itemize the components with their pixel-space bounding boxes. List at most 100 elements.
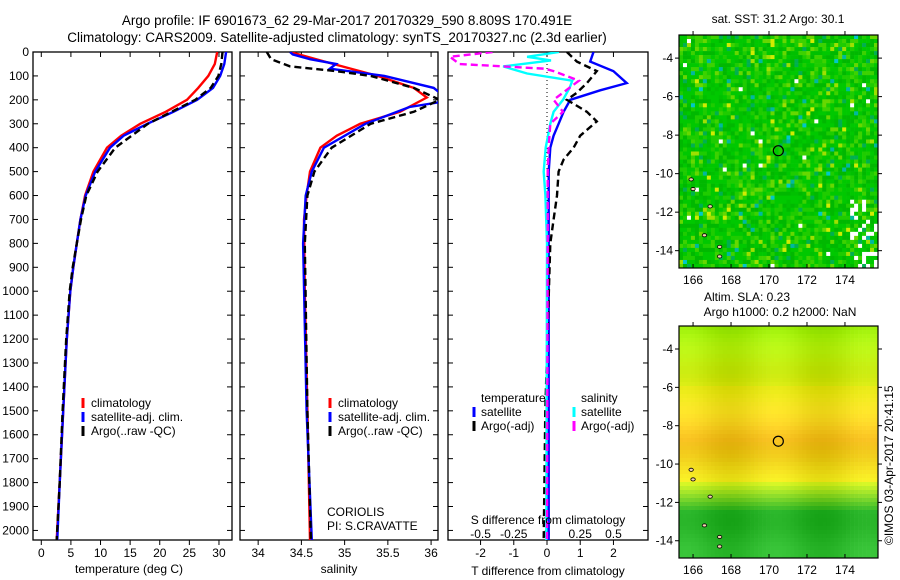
map-cell bbox=[730, 263, 736, 269]
map-cell bbox=[694, 243, 700, 249]
map-cell bbox=[682, 107, 688, 112]
map-cell bbox=[778, 462, 783, 467]
map-cell bbox=[754, 231, 759, 237]
map-cell bbox=[782, 231, 787, 237]
map-cell bbox=[786, 366, 791, 371]
map-cell bbox=[866, 362, 871, 367]
map-cell bbox=[822, 374, 827, 379]
map-cell bbox=[874, 235, 879, 241]
map-cell bbox=[734, 330, 739, 335]
map-cell bbox=[862, 47, 867, 52]
map-cell bbox=[682, 99, 688, 104]
map-cell bbox=[850, 179, 855, 184]
map-cell bbox=[726, 370, 732, 375]
map-cell bbox=[778, 199, 783, 205]
map-cell bbox=[794, 219, 799, 225]
map-cell bbox=[758, 95, 763, 100]
map-cell bbox=[686, 239, 692, 245]
map-cell bbox=[694, 111, 700, 116]
map-cell bbox=[850, 458, 855, 463]
map-cell bbox=[854, 458, 859, 463]
map-cell bbox=[714, 167, 720, 172]
map-cell bbox=[686, 51, 692, 56]
map-cell bbox=[750, 199, 755, 205]
map-cell bbox=[826, 107, 831, 112]
map-cell bbox=[770, 151, 775, 156]
map-cell bbox=[754, 338, 759, 343]
map-cell bbox=[710, 147, 716, 152]
map-cell bbox=[710, 458, 716, 463]
map-cell bbox=[822, 410, 827, 415]
map-cell bbox=[838, 47, 843, 52]
map-cell bbox=[822, 406, 827, 411]
map-cell bbox=[746, 107, 751, 112]
map-cell bbox=[862, 263, 867, 269]
map-cell bbox=[798, 442, 803, 447]
map-cell bbox=[778, 350, 783, 355]
map-cell bbox=[854, 195, 859, 201]
map-cell bbox=[718, 346, 724, 351]
map-cell bbox=[838, 350, 843, 355]
map-cell bbox=[862, 446, 867, 451]
map-cell bbox=[679, 147, 684, 152]
map-cell bbox=[726, 75, 732, 80]
map-cell bbox=[850, 155, 855, 160]
map-cell bbox=[858, 382, 863, 387]
map-cell bbox=[810, 187, 815, 192]
map-cell bbox=[742, 79, 747, 84]
map-cell bbox=[710, 446, 716, 451]
map-cell bbox=[830, 243, 835, 249]
map-cell bbox=[874, 179, 879, 184]
map-cell bbox=[794, 255, 799, 261]
map-cell bbox=[830, 422, 835, 427]
map-cell bbox=[870, 362, 875, 367]
map-cell bbox=[722, 346, 728, 351]
map-cell bbox=[818, 87, 823, 92]
map-cell bbox=[682, 151, 688, 156]
map-cell bbox=[690, 179, 696, 184]
map-cell bbox=[806, 462, 811, 467]
map-cell bbox=[834, 91, 839, 96]
map-cell bbox=[830, 426, 835, 431]
map-cell bbox=[866, 259, 871, 265]
map-cell bbox=[730, 183, 736, 188]
map-cell bbox=[686, 107, 692, 112]
map-cell bbox=[742, 143, 747, 148]
map-cell bbox=[874, 183, 879, 188]
map-cell bbox=[742, 179, 747, 184]
map-cell bbox=[830, 179, 835, 184]
map-cell bbox=[830, 394, 835, 399]
plot-frame bbox=[239, 51, 439, 541]
map-cell bbox=[850, 231, 855, 237]
map-cell bbox=[690, 247, 696, 253]
map-cell bbox=[822, 155, 827, 160]
map-cell bbox=[814, 187, 819, 192]
map-cell bbox=[830, 183, 835, 188]
map-cell bbox=[846, 338, 851, 343]
map-cell bbox=[786, 362, 791, 367]
map-cell bbox=[730, 454, 736, 459]
map-cell bbox=[862, 75, 867, 80]
map-cell bbox=[786, 374, 791, 379]
map-cell bbox=[850, 223, 855, 229]
map-cell bbox=[782, 251, 787, 257]
map-cell bbox=[794, 99, 799, 104]
map-cell bbox=[826, 334, 831, 339]
map-cell bbox=[786, 243, 791, 249]
map-cell bbox=[730, 179, 736, 184]
map-cell bbox=[798, 422, 803, 427]
map-cell bbox=[714, 219, 720, 225]
map-cell bbox=[782, 43, 787, 48]
map-cell bbox=[834, 450, 839, 455]
map-cell bbox=[702, 183, 708, 188]
map-cell bbox=[850, 187, 855, 192]
map-cell bbox=[814, 346, 819, 351]
map-cell bbox=[694, 434, 700, 439]
map-cell bbox=[846, 91, 851, 96]
map-cell bbox=[726, 187, 732, 192]
map-cell bbox=[826, 394, 831, 399]
map-cell bbox=[730, 107, 736, 112]
map-cell bbox=[762, 398, 767, 403]
map-cell bbox=[770, 450, 775, 455]
map-cell bbox=[786, 255, 791, 261]
